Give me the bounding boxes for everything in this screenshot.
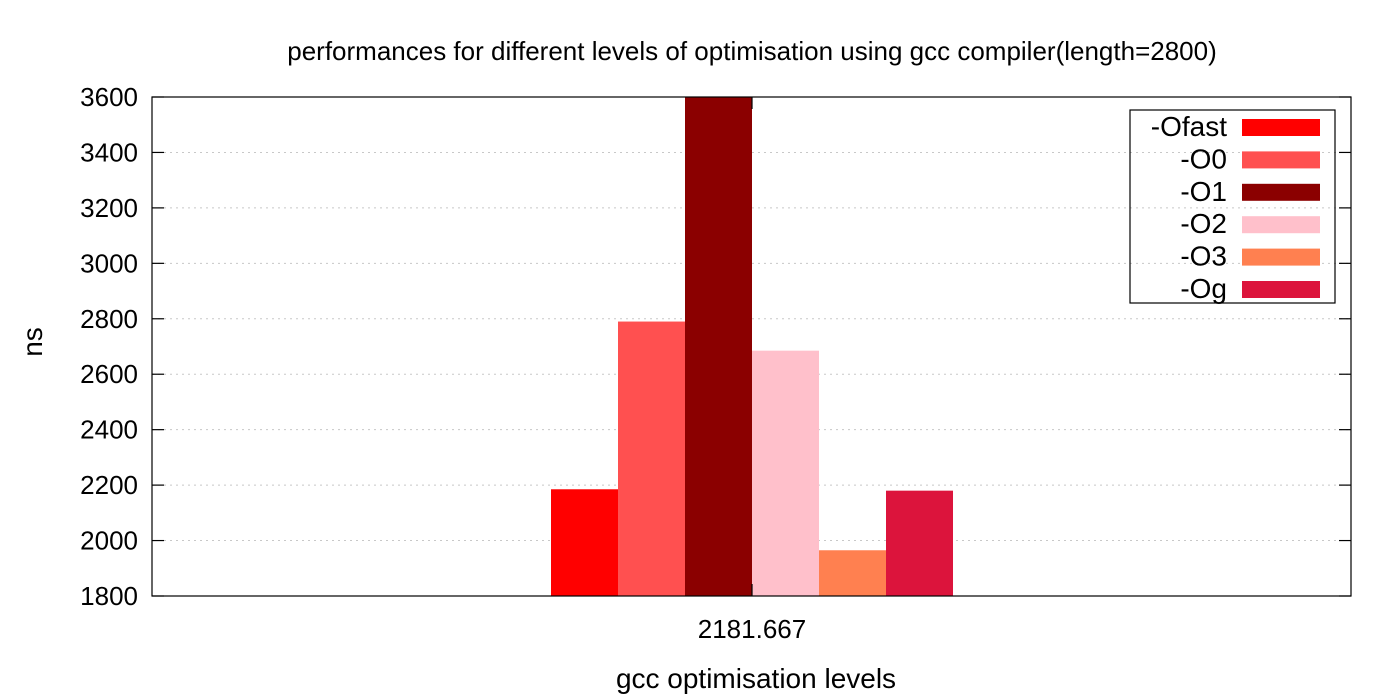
bar-layer bbox=[551, 97, 953, 596]
legend-label-o1: -O1 bbox=[1180, 176, 1227, 207]
chart-title: performances for different levels of opt… bbox=[287, 36, 1217, 66]
legend-swatch-o3 bbox=[1242, 248, 1320, 266]
legend-label-o2: -O2 bbox=[1180, 208, 1227, 239]
x-tick-label: 2181.667 bbox=[698, 614, 806, 644]
y-tick-label: 2600 bbox=[80, 359, 138, 389]
y-tick-label: 3000 bbox=[80, 248, 138, 278]
tick-layer: 1800 2000 2200 2400 2600 2800 3000 3200 3400 3600… bbox=[80, 82, 1351, 644]
legend-label-og: -Og bbox=[1180, 273, 1227, 304]
legend-swatch-ofast bbox=[1242, 119, 1320, 136]
legend-items: -Ofast-O0-O1-O2-O3-Og bbox=[1151, 111, 1320, 304]
y-tick-label: 2400 bbox=[80, 415, 138, 445]
bar-o3 bbox=[819, 550, 886, 596]
x-axis-label: gcc optimisation levels bbox=[616, 663, 896, 694]
y-tick-label: 2000 bbox=[80, 526, 138, 556]
legend-swatch-o0 bbox=[1242, 151, 1320, 169]
bar-o1 bbox=[685, 97, 752, 596]
y-tick-label: 3600 bbox=[80, 82, 138, 112]
bar-o0 bbox=[618, 321, 685, 596]
legend: -Ofast-O0-O1-O2-O3-Og bbox=[1129, 109, 1336, 304]
grid-layer bbox=[152, 151, 1351, 542]
legend-label-o0: -O0 bbox=[1180, 143, 1227, 174]
y-axis-label: ns bbox=[17, 327, 48, 357]
bar-ofast bbox=[551, 489, 618, 596]
legend-swatch-o1 bbox=[1242, 183, 1320, 201]
legend-label-o3: -O3 bbox=[1180, 241, 1227, 272]
y-tick-label: 3200 bbox=[80, 193, 138, 223]
legend-swatch-og bbox=[1242, 281, 1320, 298]
y-tick-label: 1800 bbox=[80, 581, 138, 611]
y-tick-label: 3400 bbox=[80, 137, 138, 167]
y-tick-label: 2800 bbox=[80, 304, 138, 334]
legend-label-ofast: -Ofast bbox=[1151, 111, 1227, 142]
legend-box bbox=[1129, 109, 1336, 304]
legend-swatch-o2 bbox=[1242, 216, 1320, 234]
bar-o2 bbox=[752, 350, 819, 596]
bar-og bbox=[886, 490, 953, 596]
y-tick-label: 2200 bbox=[80, 470, 138, 500]
